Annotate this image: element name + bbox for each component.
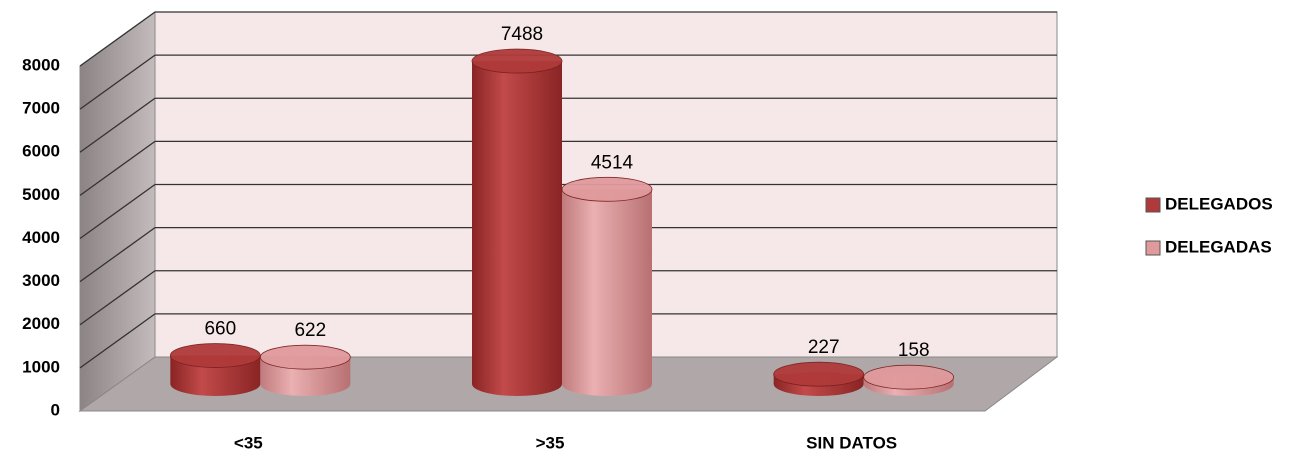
value-label: 660 [204, 319, 236, 340]
cylinder-top [561, 176, 653, 202]
value-label: 622 [294, 320, 326, 341]
y-tick-label: 4000 [22, 228, 60, 247]
x-tick-label: >35 [536, 433, 565, 452]
y-tick-label: 6000 [22, 142, 60, 161]
grid-line [79, 54, 156, 110]
cylinder-top [773, 361, 865, 387]
cylinder-bottom [260, 372, 351, 396]
legend-swatch [1145, 240, 1161, 256]
legend-label: DELEGADOS [1165, 194, 1273, 213]
grid-line [79, 313, 156, 369]
y-tick-label: 0 [51, 400, 60, 419]
value-label: 4514 [591, 152, 634, 173]
cylinder-top [863, 364, 955, 390]
cylinder-top [169, 343, 261, 368]
y-tick-label: 3000 [22, 271, 60, 290]
value-label: 158 [898, 340, 930, 361]
y-tick-label: 2000 [22, 314, 60, 333]
cylinder-bottom [472, 372, 562, 396]
y-tick-label: 1000 [22, 357, 60, 376]
value-label: 227 [808, 337, 840, 358]
cylinder-bottom [562, 372, 652, 396]
cylinder-top [259, 344, 351, 370]
value-label: 7488 [501, 24, 543, 45]
y-tick-label: 5000 [22, 185, 60, 204]
x-tick-label: <35 [234, 433, 263, 452]
cylinder-top [471, 48, 563, 74]
y-tick-label: 7000 [22, 99, 60, 118]
grid-line [79, 11, 156, 67]
cylinder-bottom [170, 372, 261, 396]
grid-line [79, 97, 156, 153]
y-tick-label: 8000 [22, 55, 60, 74]
legend-label: DELEGADAS [1165, 237, 1272, 256]
cylinder-body [472, 61, 562, 385]
grid-line [79, 183, 156, 240]
grid-line [79, 227, 156, 283]
grid-line [79, 140, 156, 196]
x-tick-label: SIN DATOS [806, 433, 897, 452]
legend-swatch [1145, 197, 1161, 213]
cylinder-body [562, 189, 652, 384]
grid-line [79, 270, 156, 326]
